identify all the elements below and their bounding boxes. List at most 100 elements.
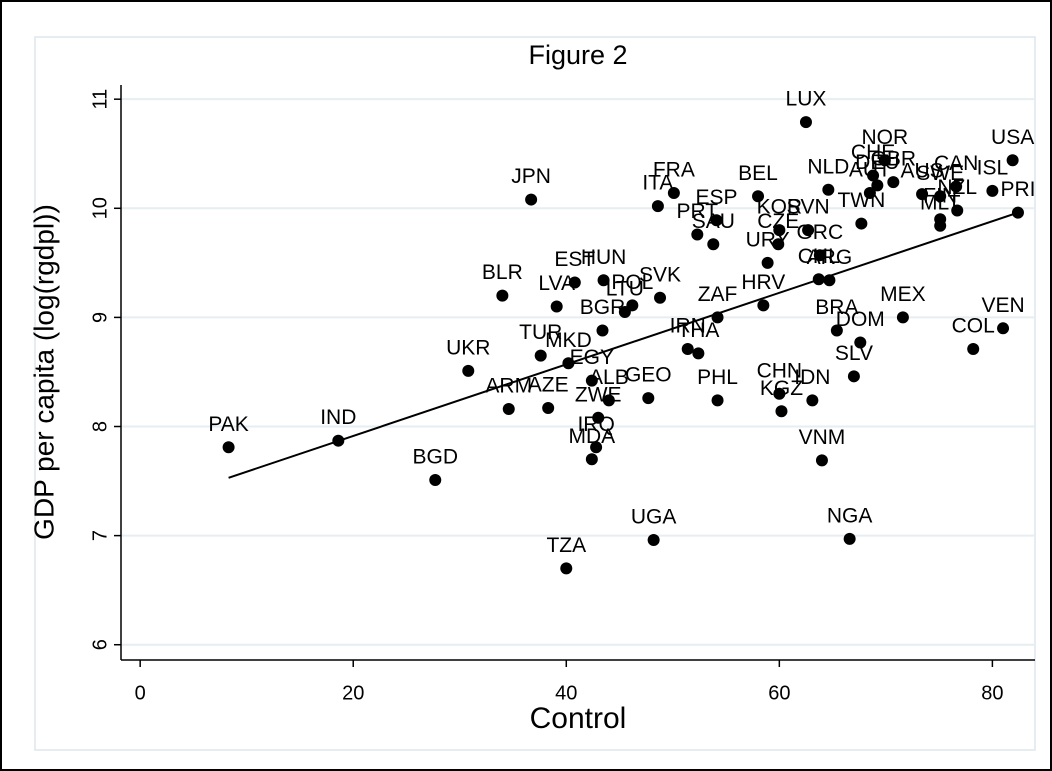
x-tick-label: 0 — [135, 682, 146, 704]
point — [1006, 154, 1019, 167]
y-tick-label: 11 — [89, 89, 111, 110]
point-label: SAU — [692, 210, 735, 233]
point — [585, 453, 598, 466]
point-label: MKD — [545, 329, 592, 352]
point-label: HRV — [741, 271, 785, 294]
point — [830, 324, 843, 337]
y-tick-label: 7 — [89, 530, 111, 541]
point — [773, 387, 786, 400]
point — [757, 299, 770, 312]
point — [855, 217, 868, 230]
point-label: URY — [746, 228, 790, 251]
point — [799, 116, 812, 129]
x-tick-label: 60 — [768, 682, 790, 704]
point-label: DEU — [855, 151, 899, 174]
point-label: AUT — [849, 159, 891, 182]
point-label: NGA — [827, 504, 873, 527]
grid: 6 7 8 9 10 11 0 20 40 60 80 — [89, 85, 1035, 704]
point-label: CAN — [934, 152, 978, 175]
point-label: PAK — [208, 413, 248, 436]
point-label: IRQ — [577, 413, 614, 436]
chart-title: Figure 2 — [528, 40, 627, 70]
point — [772, 238, 785, 251]
point-label: TZA — [546, 534, 586, 557]
point-label: MEX — [880, 283, 926, 306]
x-tick-label: 80 — [981, 682, 1003, 704]
point — [618, 305, 631, 318]
point-label: AUS — [900, 160, 943, 183]
point-label: UKR — [446, 336, 490, 359]
point-label: EST — [554, 248, 595, 271]
point-label: VNM — [799, 426, 846, 449]
point-label: THA — [677, 319, 719, 342]
x-tick-label: 40 — [555, 682, 577, 704]
point — [878, 154, 891, 167]
point-label: UGA — [631, 506, 677, 529]
point — [560, 562, 573, 575]
point-label: JPN — [511, 165, 551, 188]
point-label: CHN — [757, 359, 803, 382]
point — [585, 374, 598, 387]
point-label: NOR — [861, 126, 908, 149]
point-label: TUR — [519, 321, 562, 344]
x-axis-label: Control — [530, 702, 627, 735]
point — [806, 394, 819, 407]
point — [896, 311, 909, 324]
point — [568, 276, 581, 289]
y-tick-label: 8 — [89, 421, 111, 432]
point — [802, 224, 815, 237]
point — [597, 274, 610, 287]
point — [667, 187, 680, 200]
point — [654, 291, 667, 304]
point-label: FRA — [653, 159, 695, 182]
point-label: ZWE — [575, 383, 622, 406]
point-label: ARG — [807, 246, 853, 269]
x-tick-label: 20 — [342, 682, 364, 704]
point — [651, 200, 664, 213]
point — [429, 473, 442, 486]
point-label: KGZ — [760, 377, 803, 400]
point — [775, 405, 788, 418]
point — [863, 187, 876, 200]
point-label: GBR — [871, 148, 917, 171]
point-label: LTU — [606, 277, 644, 300]
point — [752, 190, 765, 203]
plot: PAK INDBGDUKRARMAZETURMKDEGYALBGEOZWEIRQM… — [208, 88, 1035, 575]
point-label: LUX — [786, 88, 827, 111]
point — [222, 441, 235, 454]
y-tick-label: 10 — [89, 197, 111, 219]
point-label: USA — [991, 126, 1034, 149]
point — [534, 349, 547, 362]
point-label: BRA — [815, 296, 858, 319]
point — [887, 176, 900, 189]
point-label: NZL — [937, 176, 977, 199]
point — [934, 190, 947, 203]
point-label: ITA — [642, 172, 673, 195]
point-label: IDN — [794, 366, 830, 389]
point-label: LVA — [538, 272, 575, 295]
point — [550, 300, 563, 313]
point — [542, 401, 555, 414]
point-label: ALB — [589, 366, 629, 389]
point — [951, 204, 964, 217]
point — [822, 183, 835, 196]
point — [843, 532, 856, 545]
point — [707, 238, 720, 251]
point-label: BGR — [580, 296, 626, 319]
point-label: ZAF — [698, 283, 738, 306]
point-label: ESP — [695, 186, 737, 209]
y-axis-label: GDP per capita (log(rgdpl)) — [28, 204, 59, 540]
point-label: KOR — [757, 196, 803, 219]
point — [916, 188, 929, 201]
point-label: CHL — [798, 245, 840, 268]
point — [934, 219, 947, 232]
point — [867, 169, 880, 182]
point — [592, 411, 605, 424]
point-label: GRC — [796, 221, 843, 244]
point — [681, 343, 694, 356]
point-label: TWN — [837, 189, 885, 212]
point — [602, 394, 615, 407]
y-tick-label: 9 — [89, 312, 111, 323]
point-label: ISL — [977, 156, 1009, 179]
point — [871, 179, 884, 192]
